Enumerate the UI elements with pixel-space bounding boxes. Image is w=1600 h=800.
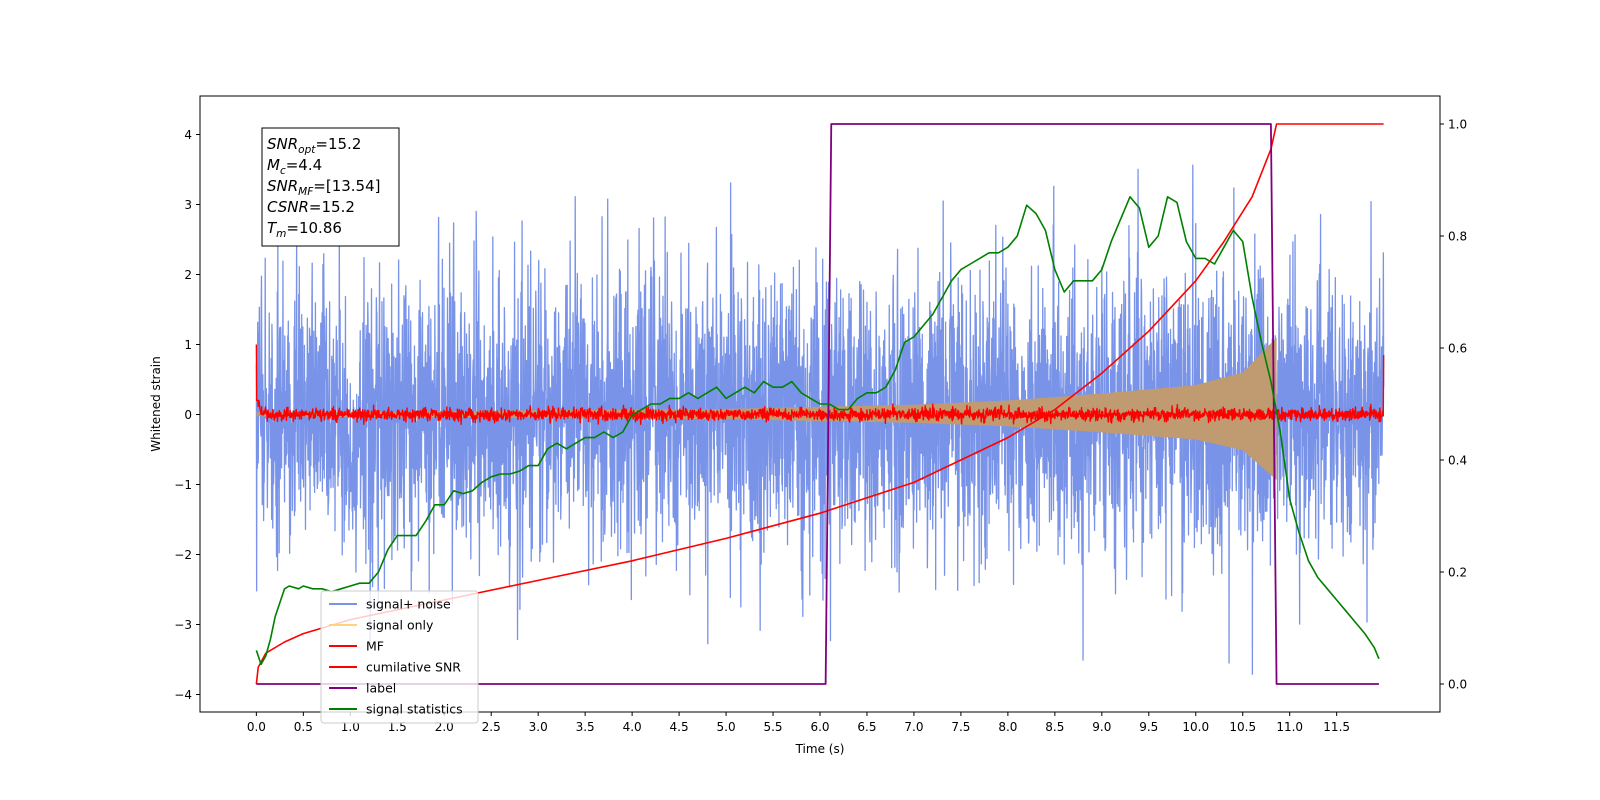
x-tick-label: 8.0 [998,720,1017,734]
annotation-tm: Tm=10.86 [267,219,342,240]
legend: signal+ noise signal only MF cumilative SNR… [320,590,479,724]
y-axis-right: 1.0 0.8 0.6 0.4 0.2 0.0 [1440,118,1467,692]
legend-item: MF [329,639,384,654]
cumilative-snr-series [255,123,1384,685]
x-tick-label: 6.0 [810,720,829,734]
y-tick-label: −2 [174,548,192,562]
x-tick-label: 8.5 [1045,720,1064,734]
legend-label: cumilative SNR [366,660,461,675]
signal-only-series [256,337,1277,480]
label-line [256,123,1379,685]
x-tick-label: 7.5 [951,720,970,734]
x-axis: 0.0 0.5 1.0 1.5 2.0 2.5 3.0 3.5 4.0 4.5 5.0 5.5 6.0 6… [247,712,1350,734]
y-right-tick-label: 0.0 [1448,678,1467,692]
annotation-csnr: CSNR=15.2 [267,198,355,216]
label-series [256,123,1379,685]
signal-statistics-line [255,196,1380,666]
legend-item: cumilative SNR [329,660,461,675]
x-tick-label: 11.0 [1276,720,1303,734]
y-tick-label: −1 [174,478,192,492]
annotation-snr-opt: SNRopt=15.2 [267,135,361,156]
x-tick-label: 4.0 [623,720,642,734]
y-tick-label: 3 [184,198,192,212]
x-tick-label: 3.5 [576,720,595,734]
y-tick-label: 0 [184,408,192,422]
y-right-tick-label: 0.8 [1448,230,1467,244]
y-right-tick-label: 0.2 [1448,566,1467,580]
x-tick-label: 0.0 [247,720,266,734]
x-tick-label: 5.0 [717,720,736,734]
legend-label: label [366,681,396,696]
x-tick-label: 6.5 [857,720,876,734]
x-tick-label: 0.5 [294,720,313,734]
annotation-snr-mf: SNRMF=[13.54] [267,177,381,198]
y-axis-label: Whitened strain [149,356,163,452]
annotation-frame [261,127,400,247]
legend-item: signal+ noise [329,597,451,612]
signal-statistics-series [255,196,1380,666]
y-right-tick-label: 0.6 [1448,342,1467,356]
legend-frame [320,590,479,724]
y-tick-label: 2 [184,268,192,282]
y-tick-label: −3 [174,618,192,632]
x-tick-label: 11.5 [1323,720,1350,734]
legend-item: label [329,681,396,696]
x-tick-label: 5.5 [763,720,782,734]
y-tick-label: 1 [184,338,192,352]
x-tick-label: 10.0 [1182,720,1209,734]
legend-label: signal statistics [366,702,463,717]
x-tick-label: 3.0 [529,720,548,734]
signal-only-band [256,337,1277,480]
legend-item: signal statistics [329,702,463,717]
x-tick-label: 10.5 [1229,720,1256,734]
x-axis-label: Time (s) [795,742,845,756]
x-tick-label: 4.5 [670,720,689,734]
annotation-box: SNRopt=15.2 Mc=4.4 SNRMF=[13.54] CSNR=15… [261,127,400,247]
y-right-tick-label: 1.0 [1448,118,1467,132]
annotation-mc: Mc=4.4 [267,156,322,177]
x-tick-label: 9.5 [1139,720,1158,734]
y-tick-label: 4 [184,128,192,142]
mf-line [255,344,1385,425]
plot-area [255,123,1385,685]
y-tick-label: −4 [174,688,192,702]
x-tick-label: 9.0 [1092,720,1111,734]
x-tick-label: 2.5 [482,720,501,734]
x-tick-label: 7.0 [904,720,923,734]
legend-label: MF [366,639,384,654]
mf-series [255,344,1385,425]
legend-label: signal only [366,618,434,633]
cumilative-snr-line [255,123,1384,685]
legend-label: signal+ noise [366,597,451,612]
y-right-tick-label: 0.4 [1448,454,1467,468]
y-axis-left: 4 3 2 1 0 −1 −2 −3 −4 [174,128,200,702]
legend-item: signal only [329,618,434,633]
